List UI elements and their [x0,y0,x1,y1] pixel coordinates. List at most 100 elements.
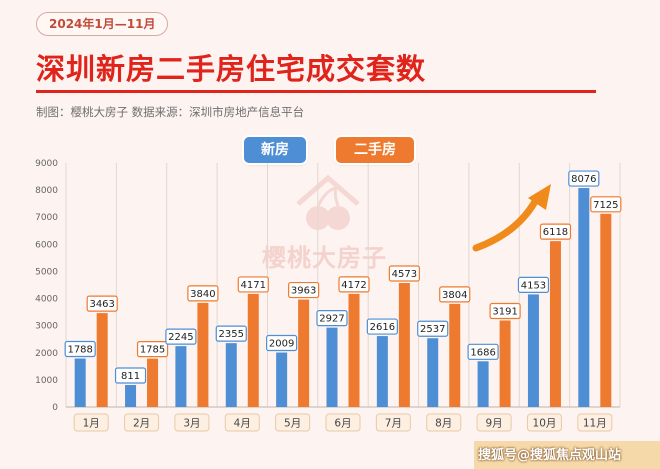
x-tick-label: 9月 [485,418,502,430]
data-label-box-new [215,325,247,342]
x-tick-label: 6月 [334,418,351,430]
watermark-text: 樱桃大房子 [262,244,387,272]
x-tick-label: 7月 [385,418,402,430]
data-label-box-new [467,343,499,360]
title-divider [36,90,596,93]
x-tick-pill [325,413,361,432]
x-tick-label: 1月 [83,418,100,430]
data-label-used: 3463 [89,299,114,310]
y-tick-label: 8000 [35,186,58,196]
data-label-used: 7125 [593,200,618,211]
data-label-box-new [165,328,197,345]
data-label-box-used [590,196,622,213]
legend-second-hand: 二手房 [336,137,414,163]
bar-new-home [74,358,86,407]
y-tick-label: 6000 [35,240,58,250]
data-label-box-new [114,367,147,384]
data-label-box-used [439,286,471,303]
data-label-box-used [187,285,219,302]
data-label-box-used [86,295,118,312]
data-label-box-used [237,276,269,293]
y-tick-label: 2000 [35,349,58,359]
bar-second-hand [549,241,561,407]
source-note: 制图：樱桃大房子 数据来源：深圳市房地产信息平台 [36,105,305,119]
x-tick-pill [224,413,260,432]
bar-second-hand [247,293,259,407]
data-label-new: 1788 [67,345,92,356]
data-label-used: 3191 [492,306,517,317]
bar-new-home [527,294,539,407]
bar-second-hand [147,358,159,407]
y-tick-label: 0 [52,403,58,413]
x-tick-label: 11月 [583,418,607,430]
bar-second-hand [499,320,511,407]
data-label-box-used [288,281,320,299]
data-label-used: 4172 [341,280,366,291]
data-label-box-new [64,340,96,358]
y-tick-label: 1000 [35,376,58,386]
footer-band [474,441,660,469]
x-tick-pill [73,413,109,432]
data-label-used: 1785 [140,345,165,356]
data-label-new: 2537 [420,324,445,335]
data-label-new: 811 [121,371,140,382]
date-range-badge: 2024年1月—11月 [36,12,169,36]
data-label-used: 3804 [442,290,467,301]
data-label-new: 2616 [370,322,395,333]
y-tick-label: 3000 [35,322,58,332]
x-tick-label: 8月 [435,418,452,430]
data-label-box-new [517,276,550,294]
bar-second-hand [348,293,360,407]
data-label-new: 8076 [571,174,596,185]
x-tick-label: 10月 [533,418,557,430]
x-tick-label: 2月 [133,418,150,430]
y-tick-label: 9000 [35,159,58,169]
data-label-new: 2245 [168,332,193,343]
x-tick-label: 4月 [234,418,251,430]
data-label-box-used [388,265,420,282]
bar-new-home [125,385,137,407]
data-label-new: 4153 [521,280,546,291]
data-label-new: 2355 [219,329,244,340]
bar-new-home [225,343,237,407]
data-label-new: 1686 [470,347,495,358]
bar-second-hand [600,213,612,407]
x-tick-pill [375,413,411,432]
data-label-box-new [417,320,449,337]
data-label-box-new [266,334,298,352]
data-label-box-used [489,302,521,320]
x-tick-pill [476,413,512,432]
bar-new-home [326,327,338,407]
data-label-box-used [338,276,370,293]
chart-title: 深圳新房二手房住宅成交套数 [36,52,427,86]
trend-arrowhead-icon [528,184,551,210]
legend-new-home: 新房 [244,137,306,163]
bar-second-hand [449,303,461,407]
y-tick-label: 5000 [35,267,58,277]
data-label-used: 3963 [291,286,316,297]
bar-second-hand [298,299,310,407]
data-label-used: 4573 [392,269,417,280]
trend-arrow-icon [472,192,542,252]
bar-new-home [578,188,590,407]
data-label-box-new [366,318,398,335]
x-tick-pill [124,413,160,432]
data-label-new: 2009 [269,339,294,350]
bar-new-home [175,346,187,407]
bar-new-home [477,361,489,407]
bar-second-hand [197,302,209,407]
y-tick-label: 7000 [35,213,58,223]
data-label-box-new [316,310,348,327]
data-label-used: 3840 [190,289,215,300]
y-tick-label: 4000 [35,295,58,305]
bar-new-home [376,336,388,407]
x-tick-pill [174,413,210,432]
data-label-box-new [568,170,600,187]
bar-new-home [427,338,439,407]
x-tick-pill [426,413,462,432]
x-tick-label: 3月 [183,418,200,430]
footer-watermark: 搜狐号@搜狐焦点观山站 [478,448,622,463]
data-label-used: 6118 [543,227,568,238]
x-tick-pill [275,413,311,432]
